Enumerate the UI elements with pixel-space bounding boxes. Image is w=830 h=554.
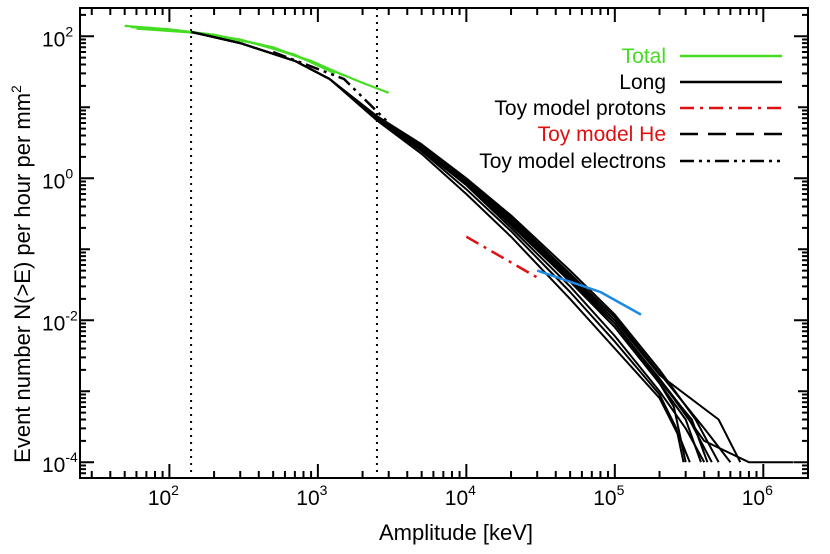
axes	[79, 7, 809, 479]
y-tick-label-base: 10	[42, 454, 65, 477]
curves	[124, 24, 794, 464]
legend-entry-label: Toy model He	[538, 123, 666, 146]
long-series-line	[190, 30, 794, 464]
y-tick-label-exponent: -2	[65, 307, 78, 323]
y-axis-title-superscript: 2	[8, 85, 24, 93]
toy-electrons-series-line	[536, 269, 642, 316]
y-tick-label-base: 10	[42, 312, 65, 335]
x-tick-label-exponent: 3	[320, 482, 328, 498]
y-tick-label-base: 10	[42, 28, 65, 51]
x-tick-label-exponent: 6	[765, 482, 773, 498]
y-tick-label-base: 10	[42, 170, 65, 193]
toy-protons-series-line	[465, 235, 538, 279]
x-tick-label-base: 10	[296, 487, 319, 510]
x-tick-label-exponent: 4	[468, 482, 476, 498]
x-tick-label: 103	[296, 482, 327, 510]
toy-electrons-series-line	[272, 50, 390, 124]
y-tick-label-exponent: 0	[65, 165, 73, 181]
x-tick-label-exponent: 5	[617, 482, 625, 498]
x-axis-title: Amplitude [keV]	[379, 520, 533, 545]
x-tick-label: 106	[742, 482, 773, 510]
y-tick-label-exponent: -4	[65, 449, 78, 465]
x-tick-label-base: 10	[445, 487, 468, 510]
x-tick-label: 104	[445, 482, 476, 510]
legend-entry-label: Toy model protons	[494, 97, 666, 120]
legend-entry-label: Long	[619, 71, 666, 94]
y-axis-title-text: Event number N(>E) per hour per mm	[10, 93, 35, 463]
x-tick-label-base: 10	[742, 487, 765, 510]
legend: Total Long Toy model protons Toy model He To…	[479, 45, 782, 173]
y-axis-title: Event number N(>E) per hour per mm2	[8, 85, 35, 463]
vertical-guides	[190, 8, 378, 478]
y-tick-label: 10-4	[42, 449, 78, 477]
x-tick-label: 105	[593, 482, 624, 510]
x-tick-label-exponent: 2	[171, 482, 179, 498]
legend-entry-label: Toy model electrons	[479, 150, 666, 173]
total-series-line	[136, 27, 345, 77]
x-tick-label-base: 10	[148, 487, 171, 510]
x-tick-labels: 102 103 104 105 106	[148, 482, 773, 510]
y-tick-label: 102	[42, 23, 73, 51]
x-tick-label: 102	[148, 482, 179, 510]
legend-entry-label: Total	[622, 45, 666, 68]
x-tick-label-base: 10	[593, 487, 616, 510]
y-tick-label: 100	[42, 165, 73, 193]
y-tick-label: 10-2	[42, 307, 78, 335]
y-tick-label-exponent: 2	[65, 23, 73, 39]
